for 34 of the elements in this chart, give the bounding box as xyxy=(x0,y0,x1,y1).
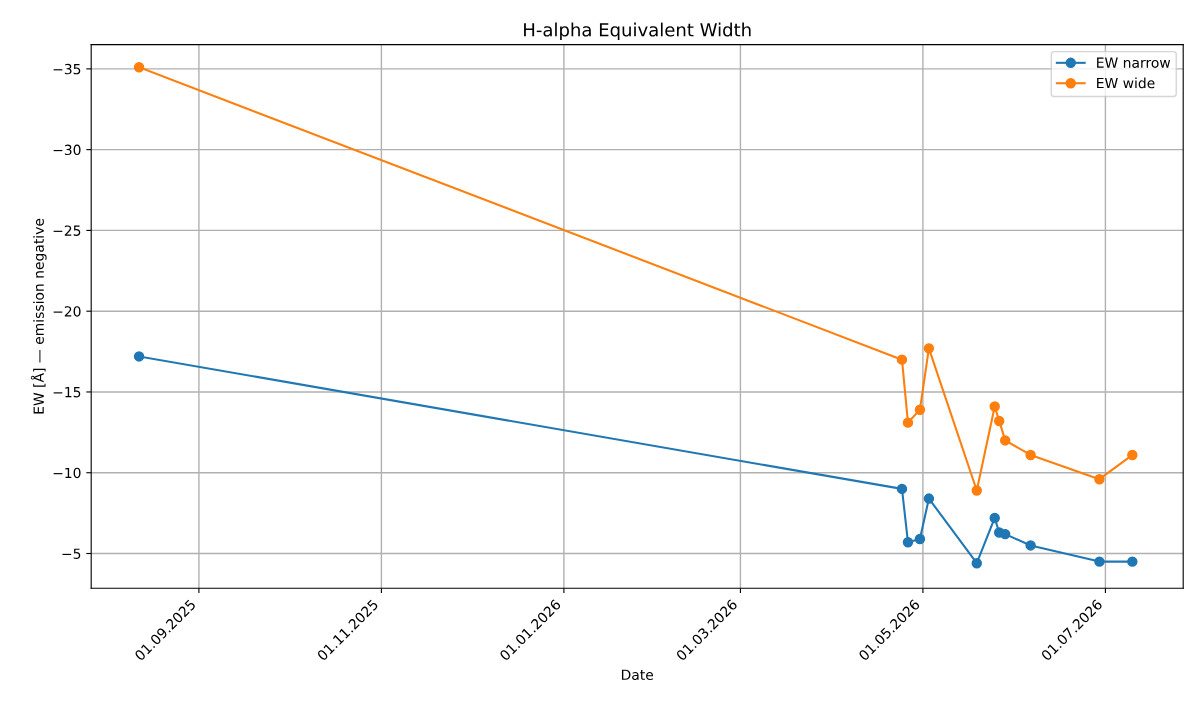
point xyxy=(896,354,908,365)
point xyxy=(896,483,908,495)
point xyxy=(1127,449,1138,461)
point xyxy=(923,343,935,354)
point xyxy=(1025,540,1036,551)
x-axis-title: Date xyxy=(621,669,654,680)
point xyxy=(1094,473,1105,485)
point xyxy=(133,62,145,73)
point xyxy=(993,415,1005,427)
point xyxy=(1025,449,1036,461)
point xyxy=(902,417,914,428)
point xyxy=(989,401,1000,412)
chart-title: H-alpha Equivalent Width xyxy=(524,22,751,41)
point xyxy=(923,493,935,504)
y-tick-label: −25 xyxy=(53,225,81,236)
point xyxy=(1127,556,1138,567)
point xyxy=(902,536,914,548)
point xyxy=(999,435,1011,446)
legend-label: EW narrow xyxy=(1097,57,1171,68)
y-tick-label: −20 xyxy=(53,306,81,317)
point xyxy=(1094,556,1105,567)
point xyxy=(989,512,1000,524)
y-tick-label: −30 xyxy=(53,144,81,156)
y-tick-label: −5 xyxy=(62,548,81,559)
legend-label: EW wide xyxy=(1097,77,1155,89)
y-axis-title: EW [Å] — emission negative xyxy=(30,218,47,414)
point xyxy=(914,404,926,415)
point xyxy=(133,351,145,362)
point xyxy=(914,533,926,545)
y-tick-label: −15 xyxy=(53,387,81,398)
point xyxy=(971,557,982,569)
y-tick-label: −10 xyxy=(53,467,81,479)
y-tick-label: −35 xyxy=(53,63,81,75)
point xyxy=(971,485,982,496)
